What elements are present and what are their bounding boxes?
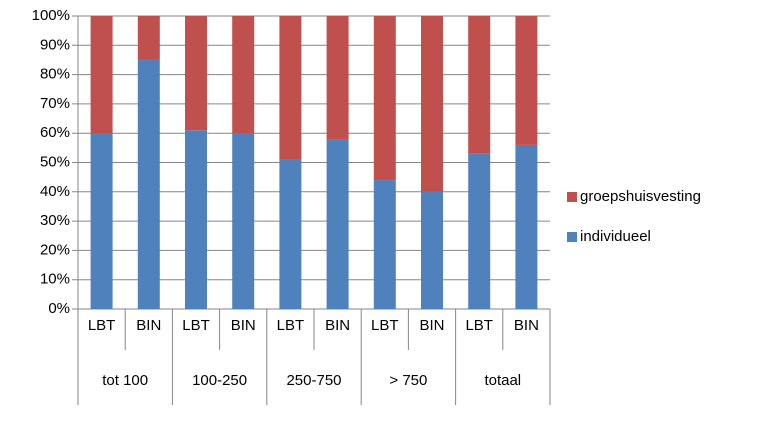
- group-label: totaal: [484, 372, 521, 389]
- bar-segment: [326, 139, 349, 309]
- bar-segment: [326, 16, 349, 140]
- y-tick-label: 30%: [40, 212, 70, 229]
- y-tick-label: 70%: [40, 95, 70, 112]
- y-tick-label: 10%: [40, 271, 70, 288]
- legend-label: individueel: [580, 228, 651, 245]
- bar-segment: [185, 16, 207, 131]
- bar-segment: [373, 16, 396, 181]
- x-tick-label: LBT: [88, 317, 116, 334]
- x-tick-label: BIN: [136, 317, 161, 334]
- bar-segment: [373, 180, 396, 309]
- x-tick-label: LBT: [465, 317, 493, 334]
- legend-label: groepshuisvesting: [580, 188, 701, 205]
- bar-segment: [279, 159, 302, 309]
- bar-segment: [468, 16, 491, 154]
- y-tick-label: 20%: [40, 241, 70, 258]
- bar-segment: [421, 16, 443, 192]
- bar-segment: [232, 16, 255, 134]
- bar-segment: [515, 16, 538, 145]
- bar-segment: [421, 191, 443, 309]
- y-tick-label: 100%: [32, 7, 70, 24]
- x-tick-label: LBT: [371, 317, 399, 334]
- bar-segment: [515, 144, 538, 309]
- y-tick-label: 60%: [40, 124, 70, 141]
- bar-segment: [279, 16, 302, 160]
- y-tick-label: 80%: [40, 66, 70, 83]
- y-tick-label: 0%: [48, 300, 70, 317]
- group-label: tot 100: [102, 372, 148, 389]
- group-label: > 750: [389, 372, 427, 389]
- y-tick-label: 40%: [40, 183, 70, 200]
- group-label: 100-250: [192, 372, 247, 389]
- x-tick-label: BIN: [419, 317, 444, 334]
- x-tick-label: LBT: [277, 317, 305, 334]
- x-tick-label: BIN: [325, 317, 350, 334]
- bar-segment: [468, 153, 491, 309]
- legend-swatch: [567, 232, 577, 242]
- x-tick-label: BIN: [231, 317, 256, 334]
- y-tick-label: 90%: [40, 36, 70, 53]
- legend-swatch: [567, 192, 577, 202]
- bar-segment: [185, 130, 207, 309]
- y-tick-label: 50%: [40, 153, 70, 170]
- group-label: 250-750: [286, 372, 341, 389]
- bar-segment: [137, 16, 160, 60]
- bar-segment: [90, 16, 113, 134]
- x-tick-label: LBT: [182, 317, 210, 334]
- x-tick-label: BIN: [514, 317, 539, 334]
- bar-segment: [90, 133, 113, 309]
- bar-segment: [232, 133, 255, 309]
- bar-segment: [137, 59, 160, 310]
